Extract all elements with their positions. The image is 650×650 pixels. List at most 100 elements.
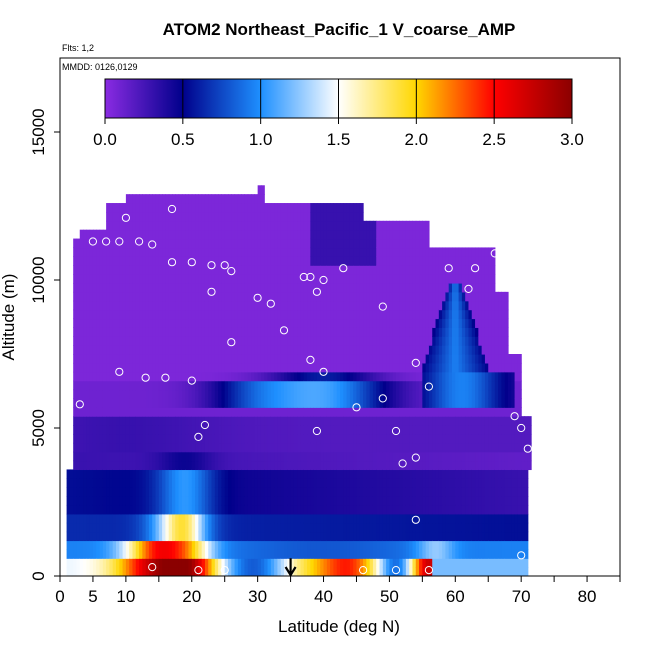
heatmap-cell <box>221 433 226 444</box>
heatmap-cell <box>432 451 437 462</box>
heatmap-cell <box>122 282 127 293</box>
heatmap-cell <box>422 425 427 435</box>
heatmap-cell <box>316 425 321 435</box>
heatmap-cell <box>129 540 134 550</box>
heatmap-cell <box>353 229 358 240</box>
heatmap-cell <box>119 504 124 515</box>
heatmap-cell <box>458 265 463 275</box>
heatmap-cell <box>135 380 140 391</box>
heatmap-cell <box>218 398 223 408</box>
heatmap-cell <box>448 522 453 533</box>
heatmap-cell <box>231 327 236 337</box>
heatmap-cell <box>129 345 134 355</box>
heatmap-cell <box>267 247 272 257</box>
heatmap-cell <box>396 229 400 240</box>
heatmap-cell <box>260 185 265 195</box>
heatmap-cell <box>386 229 391 240</box>
heatmap-cell <box>465 442 470 453</box>
heatmap-cell <box>139 451 143 462</box>
heatmap-cell <box>218 282 223 293</box>
heatmap-cell <box>191 380 196 391</box>
heatmap-cell <box>307 433 311 444</box>
heatmap-cell <box>92 460 97 471</box>
heatmap-cell <box>119 247 124 257</box>
heatmap-cell <box>122 265 127 275</box>
heatmap-cell <box>455 274 460 284</box>
heatmap-cell <box>86 327 91 337</box>
heatmap-cell <box>323 380 328 391</box>
heatmap-cell <box>280 487 285 497</box>
heatmap-cell <box>191 487 196 497</box>
heatmap-cell <box>224 229 229 240</box>
heatmap-cell <box>188 487 193 497</box>
heatmap-cell <box>372 220 377 231</box>
heatmap-cell <box>376 265 381 275</box>
heatmap-cell <box>349 256 354 266</box>
heatmap-cell <box>221 336 226 346</box>
heatmap-cell <box>392 496 397 506</box>
heatmap-cell <box>300 451 305 462</box>
heatmap-cell <box>221 318 226 328</box>
heatmap-cell <box>89 309 94 320</box>
heatmap-cell <box>231 318 236 328</box>
heatmap-cell <box>112 425 117 435</box>
heatmap-cell <box>422 256 427 266</box>
heatmap-cell <box>178 309 183 320</box>
heatmap-cell <box>148 247 153 257</box>
heatmap-cell <box>452 345 456 355</box>
heatmap-cell <box>442 318 447 328</box>
heatmap-cell <box>109 336 114 346</box>
heatmap-cell <box>228 336 232 346</box>
heatmap-cell <box>96 398 101 408</box>
heatmap-cell <box>234 478 239 488</box>
heatmap-cell <box>458 487 463 497</box>
heatmap-cell <box>139 558 143 568</box>
heatmap-cell <box>195 451 199 462</box>
heatmap-cell <box>129 398 134 408</box>
heatmap-cell <box>145 389 150 399</box>
heatmap-cell <box>73 265 78 275</box>
heatmap-cell <box>363 318 367 328</box>
heatmap-cell <box>267 522 272 533</box>
heatmap-cell <box>422 220 427 231</box>
heatmap-cell <box>165 274 170 284</box>
heatmap-cell <box>356 433 361 444</box>
heatmap-cell <box>310 282 315 293</box>
heatmap-cell <box>379 362 384 373</box>
heatmap-cell <box>409 531 414 542</box>
heatmap-cell <box>313 504 318 515</box>
heatmap-cell <box>218 300 223 311</box>
heatmap-cell <box>277 478 282 488</box>
heatmap-cell <box>264 238 269 249</box>
heatmap-cell <box>208 203 213 213</box>
heatmap-cell <box>468 496 473 506</box>
heatmap-cell <box>376 398 381 408</box>
heatmap-cell <box>340 327 344 337</box>
heatmap-cell <box>119 531 124 542</box>
heatmap-cell <box>109 220 114 231</box>
heatmap-cell <box>303 362 308 373</box>
heatmap-cell <box>132 309 137 320</box>
heatmap-cell <box>148 300 153 311</box>
heatmap-cell <box>211 300 216 311</box>
heatmap-cell <box>175 345 180 355</box>
heatmap-cell <box>343 504 348 515</box>
heatmap-cell <box>310 220 315 231</box>
heatmap-cell <box>181 389 186 399</box>
heatmap-cell <box>396 309 400 320</box>
heatmap-cell <box>188 425 193 435</box>
heatmap-cell <box>168 220 173 231</box>
heatmap-cell <box>89 558 94 568</box>
heatmap-cell <box>303 229 308 240</box>
heatmap-cell <box>168 354 173 364</box>
heatmap-cell <box>290 389 295 399</box>
heatmap-cell <box>185 318 190 328</box>
heatmap-cell <box>419 451 423 462</box>
heatmap-cell <box>168 211 173 222</box>
heatmap-cell <box>349 522 354 533</box>
heatmap-cell <box>102 265 107 275</box>
heatmap-cell <box>185 442 190 453</box>
heatmap-cell <box>251 433 255 444</box>
heatmap-cell <box>382 371 387 382</box>
heatmap-cell <box>125 371 130 382</box>
